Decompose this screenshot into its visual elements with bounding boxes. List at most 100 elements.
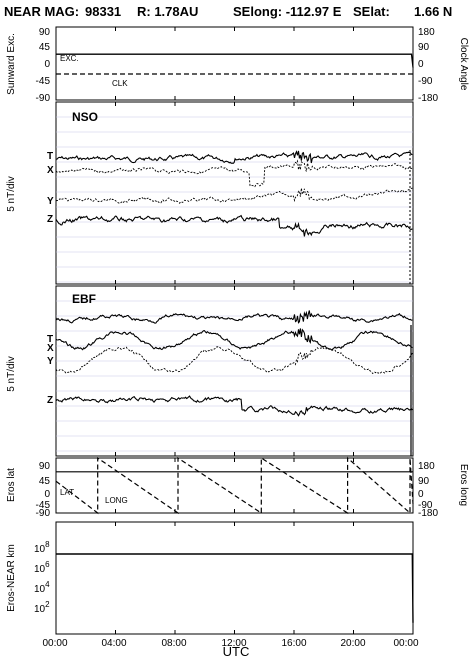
x-tick-label: 00:00: [42, 638, 67, 649]
trace-label-y: Y: [47, 356, 54, 367]
tick-label-1e2: 102: [34, 600, 50, 615]
tick-label: -180: [418, 508, 438, 519]
title-spacecraft: NEAR MAG:: [4, 4, 79, 19]
trace-x: [55, 328, 413, 351]
axis-label-sunward: Sunward Exc.: [6, 33, 17, 95]
tick-base: 10: [34, 564, 46, 575]
panel1-series: [56, 53, 414, 75]
title-selong: SElong: -112.97 E: [233, 4, 342, 19]
tick-label: 0: [44, 489, 50, 500]
axis-label-nso-div: 5 nT/div: [6, 176, 17, 212]
trace-label-z: Z: [47, 214, 53, 225]
series-line-exc: [56, 53, 414, 68]
series-label-lat: LAT: [60, 488, 74, 497]
panel1-ticks-right: 180 90 0 -90 -180: [418, 27, 438, 104]
tick-label: 90: [418, 476, 430, 487]
tick-label: 45: [39, 42, 51, 53]
x-ticks: [55, 27, 414, 634]
panel-frame: [55, 285, 414, 457]
panel-eros-near-range: Eros-NEAR km 108 106 104 102: [6, 521, 414, 635]
trace-t: [55, 150, 413, 165]
tick-label: 0: [418, 489, 424, 500]
trace-label-z: Z: [47, 395, 53, 406]
trace-label-y: Y: [47, 196, 54, 207]
tick-label-1e8: 108: [34, 540, 50, 555]
panel3-grid: [56, 300, 413, 452]
series-label-clk: CLK: [112, 79, 128, 88]
tick-label: -90: [418, 500, 433, 511]
panel4-series: [55, 456, 414, 515]
figure-title: NEAR MAG: 98331 R: 1.78AU SElong: -112.9…: [4, 4, 452, 19]
tick-base: 10: [34, 544, 46, 555]
tick-label: -180: [418, 93, 438, 104]
x-tick-label: 04:00: [101, 638, 126, 649]
tick-label: -90: [36, 508, 51, 519]
panel1-ticks-left: 90 45 0 -45 -90: [36, 27, 51, 104]
panel-frame: [55, 26, 414, 101]
axis-label-ebf-div: 5 nT/div: [6, 356, 17, 392]
x-tick-label: 08:00: [161, 638, 186, 649]
tick-exp: 6: [45, 560, 50, 569]
series-line-long: [55, 456, 414, 515]
tick-label: 90: [418, 42, 430, 53]
panel-title-ebf: EBF: [72, 292, 96, 306]
trace-label-x: X: [47, 343, 54, 354]
tick-exp: 4: [45, 580, 50, 589]
panel-frame: [55, 521, 414, 635]
trace-label-t: T: [47, 334, 53, 345]
panel4-ticks-left: 90 45 0 -45 -90: [36, 461, 51, 519]
tick-base: 10: [34, 584, 46, 595]
x-tick-label: 12:00: [221, 638, 246, 649]
tick-label: 180: [418, 461, 435, 472]
tick-label-1e6: 106: [34, 560, 50, 575]
tick-label-1e4: 104: [34, 580, 50, 595]
tick-label: 0: [44, 59, 50, 70]
panel-title-nso: NSO: [72, 110, 98, 124]
trace-label-t: T: [47, 151, 53, 162]
trace-z: [55, 214, 413, 237]
trace-t: [55, 310, 413, 324]
tick-label: 0: [418, 59, 424, 70]
tick-label: -90: [36, 93, 51, 104]
tick-label: -45: [36, 76, 51, 87]
title-selat-label: SElat:: [353, 4, 390, 19]
panel4-ticks-right: 180 90 0 -90 -180: [418, 461, 438, 519]
series-line-range: [56, 553, 414, 623]
series-label-exc: EXC.: [60, 54, 79, 63]
tick-exp: 2: [45, 600, 50, 609]
tick-label: 45: [39, 476, 51, 487]
panel-eros-lat-long: 90 45 0 -45 -90 180 90 0 -90 -180 Eros l…: [6, 456, 469, 519]
panel2-series: [55, 150, 413, 284]
tick-label: 90: [39, 27, 51, 38]
trace-z: [55, 395, 413, 417]
panel-nso: NSO 5 nT/div T X Y Z: [6, 101, 414, 285]
trace-label-x: X: [47, 165, 54, 176]
panel-ebf: EBF 5 nT/div T X Y Z: [6, 285, 414, 457]
axis-label-range: Eros-NEAR km: [6, 544, 17, 612]
axis-label-eros-long: Eros long: [458, 464, 469, 506]
axis-label-eros-lat: Eros lat: [6, 468, 17, 502]
trace-x: [55, 159, 413, 188]
tick-base: 10: [34, 604, 46, 615]
tick-label: -45: [36, 500, 51, 511]
panel-sunward-clock: 90 45 0 -45 -90 180 90 0 -90 -180 Sunwar…: [6, 26, 469, 104]
title-day: 98331: [85, 4, 121, 19]
x-axis: 00:00 04:00 08:00 12:00 16:00 20:00 00:0…: [42, 27, 419, 656]
panel3-series: [55, 310, 413, 456]
tick-label: 90: [39, 461, 51, 472]
x-tick-label: 00:00: [393, 638, 418, 649]
panel-frame: [55, 101, 414, 285]
panel5-series: [56, 553, 414, 623]
title-r: R: 1.78AU: [137, 4, 198, 19]
title-selat-value: 1.66 N: [414, 4, 452, 19]
tick-label: -90: [418, 76, 433, 87]
series-label-long: LONG: [105, 496, 128, 505]
x-tick-label: 20:00: [340, 638, 365, 649]
x-axis-label: UTC: [223, 644, 250, 656]
panel5-ticks: 108 106 104 102: [34, 540, 50, 615]
trace-y: [55, 345, 413, 375]
x-tick-label: 16:00: [281, 638, 306, 649]
tick-exp: 8: [45, 540, 50, 549]
tick-label: 180: [418, 27, 435, 38]
